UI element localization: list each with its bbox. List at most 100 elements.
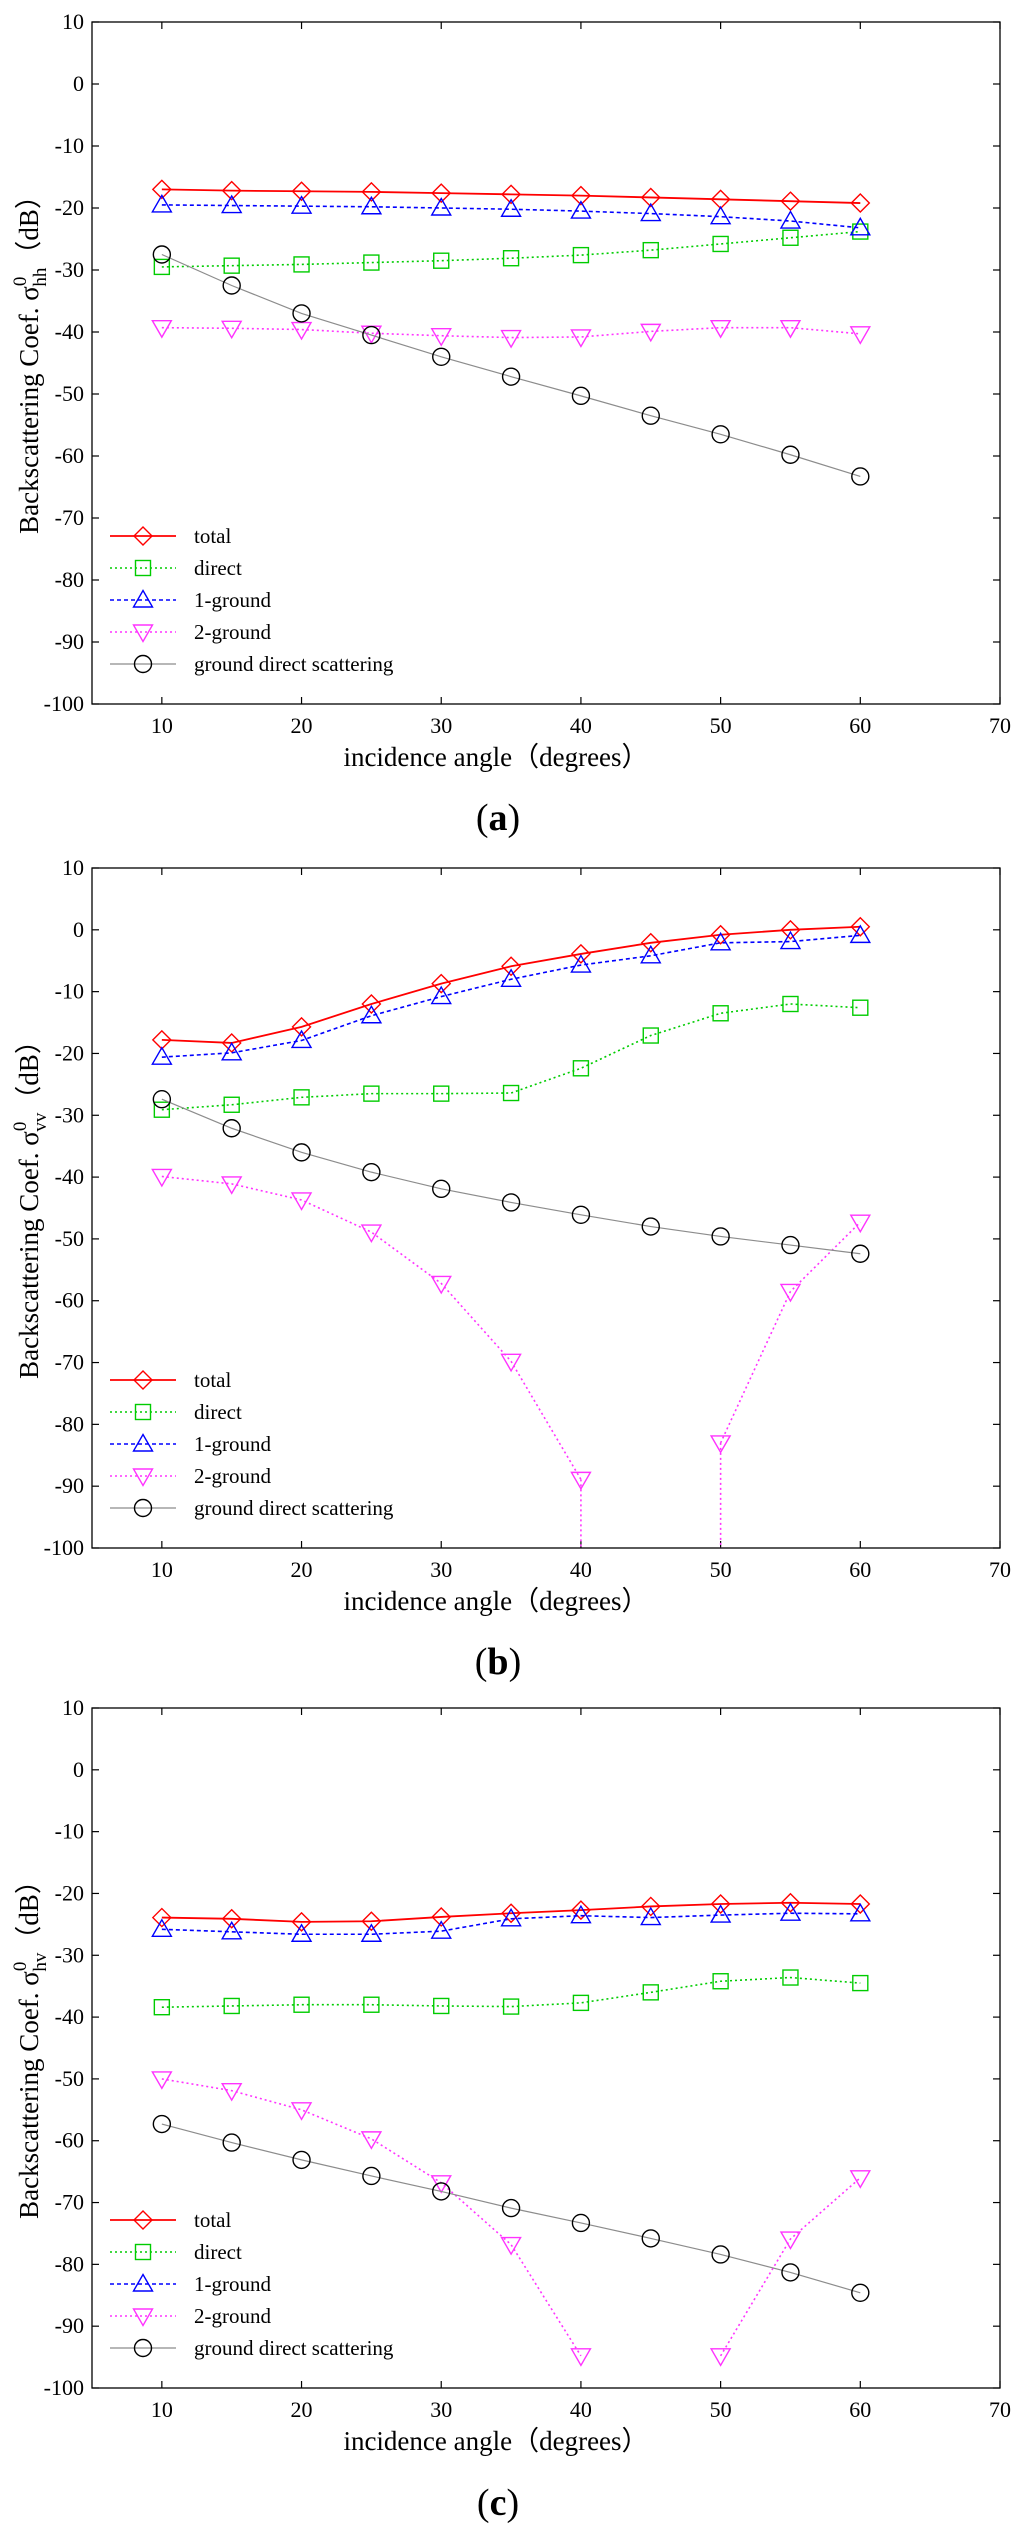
- data-point: [151, 1907, 172, 1928]
- y-axis-label-prefix: Backscattering Coef. σ: [14, 286, 44, 534]
- series-line: [719, 2177, 861, 2357]
- data-point: [500, 198, 522, 217]
- data-point: [781, 1235, 800, 1255]
- series-line: [161, 1175, 582, 1480]
- data-point: [430, 985, 452, 1005]
- series-total: [151, 179, 871, 214]
- y-tick-label: -90: [55, 2313, 84, 2338]
- x-tick-label: 50: [710, 1557, 732, 1582]
- data-point: [710, 924, 731, 945]
- data-point: [500, 1353, 522, 1373]
- y-tick-label: -70: [55, 2190, 84, 2215]
- data-point: [570, 1900, 591, 1921]
- data-point: [572, 1060, 590, 1077]
- x-tick-label: 20: [291, 713, 313, 738]
- series-line: [161, 204, 861, 229]
- data-point: [360, 1004, 383, 1024]
- plot-frame: [91, 1707, 1001, 2389]
- y-tick-label: -20: [55, 195, 84, 220]
- legend-marker: [133, 1370, 153, 1390]
- series-line: [719, 1221, 861, 1444]
- data-point: [220, 1176, 243, 1195]
- legend-marker: [132, 624, 154, 643]
- series-direct: [153, 1969, 869, 2016]
- data-point: [780, 1892, 801, 1913]
- data-point: [852, 999, 869, 1016]
- data-point: [849, 1902, 872, 1922]
- data-point: [433, 1085, 450, 1102]
- series-2-ground: [151, 319, 872, 349]
- data-point: [571, 2213, 591, 2233]
- data-point: [711, 425, 730, 444]
- y-tick-label: -50: [55, 381, 84, 406]
- legend-label: ground direct scattering: [194, 2336, 394, 2360]
- data-point: [570, 1904, 592, 1924]
- data-point: [570, 329, 592, 348]
- series-1-ground: [151, 1902, 872, 1942]
- y-tick-label: 10: [62, 855, 84, 880]
- y-tick-label: -20: [55, 1880, 84, 1905]
- data-point: [501, 1193, 521, 1212]
- data-point: [640, 202, 662, 222]
- legend-label: 2-ground: [194, 620, 271, 644]
- data-point: [640, 932, 661, 953]
- x-tick-label: 10: [151, 713, 173, 738]
- x-axis-label: incidence angle（degrees）: [343, 1586, 648, 1616]
- x-tick-label: 40: [570, 713, 592, 738]
- x-tick-label: 20: [291, 1557, 313, 1582]
- data-point: [849, 326, 872, 345]
- y-tick-label: -60: [55, 2128, 84, 2153]
- data-point: [852, 1974, 869, 1992]
- legend-label: 1-ground: [194, 2272, 271, 2296]
- y-tick-label: 0: [73, 1757, 84, 1782]
- data-point: [290, 1192, 313, 1211]
- series-direct: [153, 223, 869, 276]
- legend-marker: [132, 2273, 154, 2292]
- y-axis-label-sup: 0: [10, 277, 31, 287]
- legend-marker: [132, 2308, 154, 2327]
- x-tick-label: 50: [710, 713, 732, 738]
- y-tick-label: -70: [55, 505, 84, 530]
- data-point: [293, 256, 310, 273]
- y-tick-label: -40: [55, 319, 84, 344]
- data-point: [711, 2245, 730, 2264]
- data-point: [500, 2236, 522, 2256]
- x-tick-label: 60: [849, 2397, 871, 2422]
- data-point: [570, 2348, 592, 2367]
- panel-label-letter: c: [490, 2482, 507, 2524]
- panel-label-open: (: [475, 1641, 488, 1683]
- data-point: [642, 1027, 659, 1044]
- x-tick-label: 40: [570, 2397, 592, 2422]
- data-point: [712, 1973, 729, 1990]
- data-point: [641, 1217, 660, 1236]
- series-1-ground: [151, 193, 872, 236]
- data-point: [293, 1996, 310, 2013]
- data-point: [220, 2082, 243, 2102]
- y-tick-label: -30: [55, 1942, 84, 1967]
- data-point: [221, 180, 242, 201]
- data-point: [290, 321, 313, 341]
- legend-label: direct: [194, 2240, 242, 2264]
- panel-label: (c): [477, 2482, 519, 2524]
- data-point: [501, 956, 522, 977]
- y-tick-label: -10: [55, 979, 84, 1004]
- series-line: [161, 1901, 861, 1923]
- legend-marker: [132, 589, 154, 608]
- legend-label: ground direct scattering: [194, 652, 394, 676]
- data-point: [221, 1032, 242, 1053]
- data-point: [851, 2283, 870, 2303]
- data-point: [709, 1904, 732, 1923]
- data-point: [849, 216, 872, 236]
- y-tick-label: -100: [44, 691, 84, 716]
- data-point: [850, 1893, 871, 1914]
- x-tick-label: 20: [291, 2397, 313, 2422]
- data-point: [779, 930, 802, 950]
- data-point: [572, 246, 590, 264]
- x-tick-label: 50: [710, 2397, 732, 2422]
- series-total: [151, 1892, 871, 1932]
- data-point: [502, 1084, 520, 1102]
- x-tick-label: 10: [151, 1557, 173, 1582]
- data-point: [641, 2229, 660, 2248]
- data-point: [363, 1996, 380, 2013]
